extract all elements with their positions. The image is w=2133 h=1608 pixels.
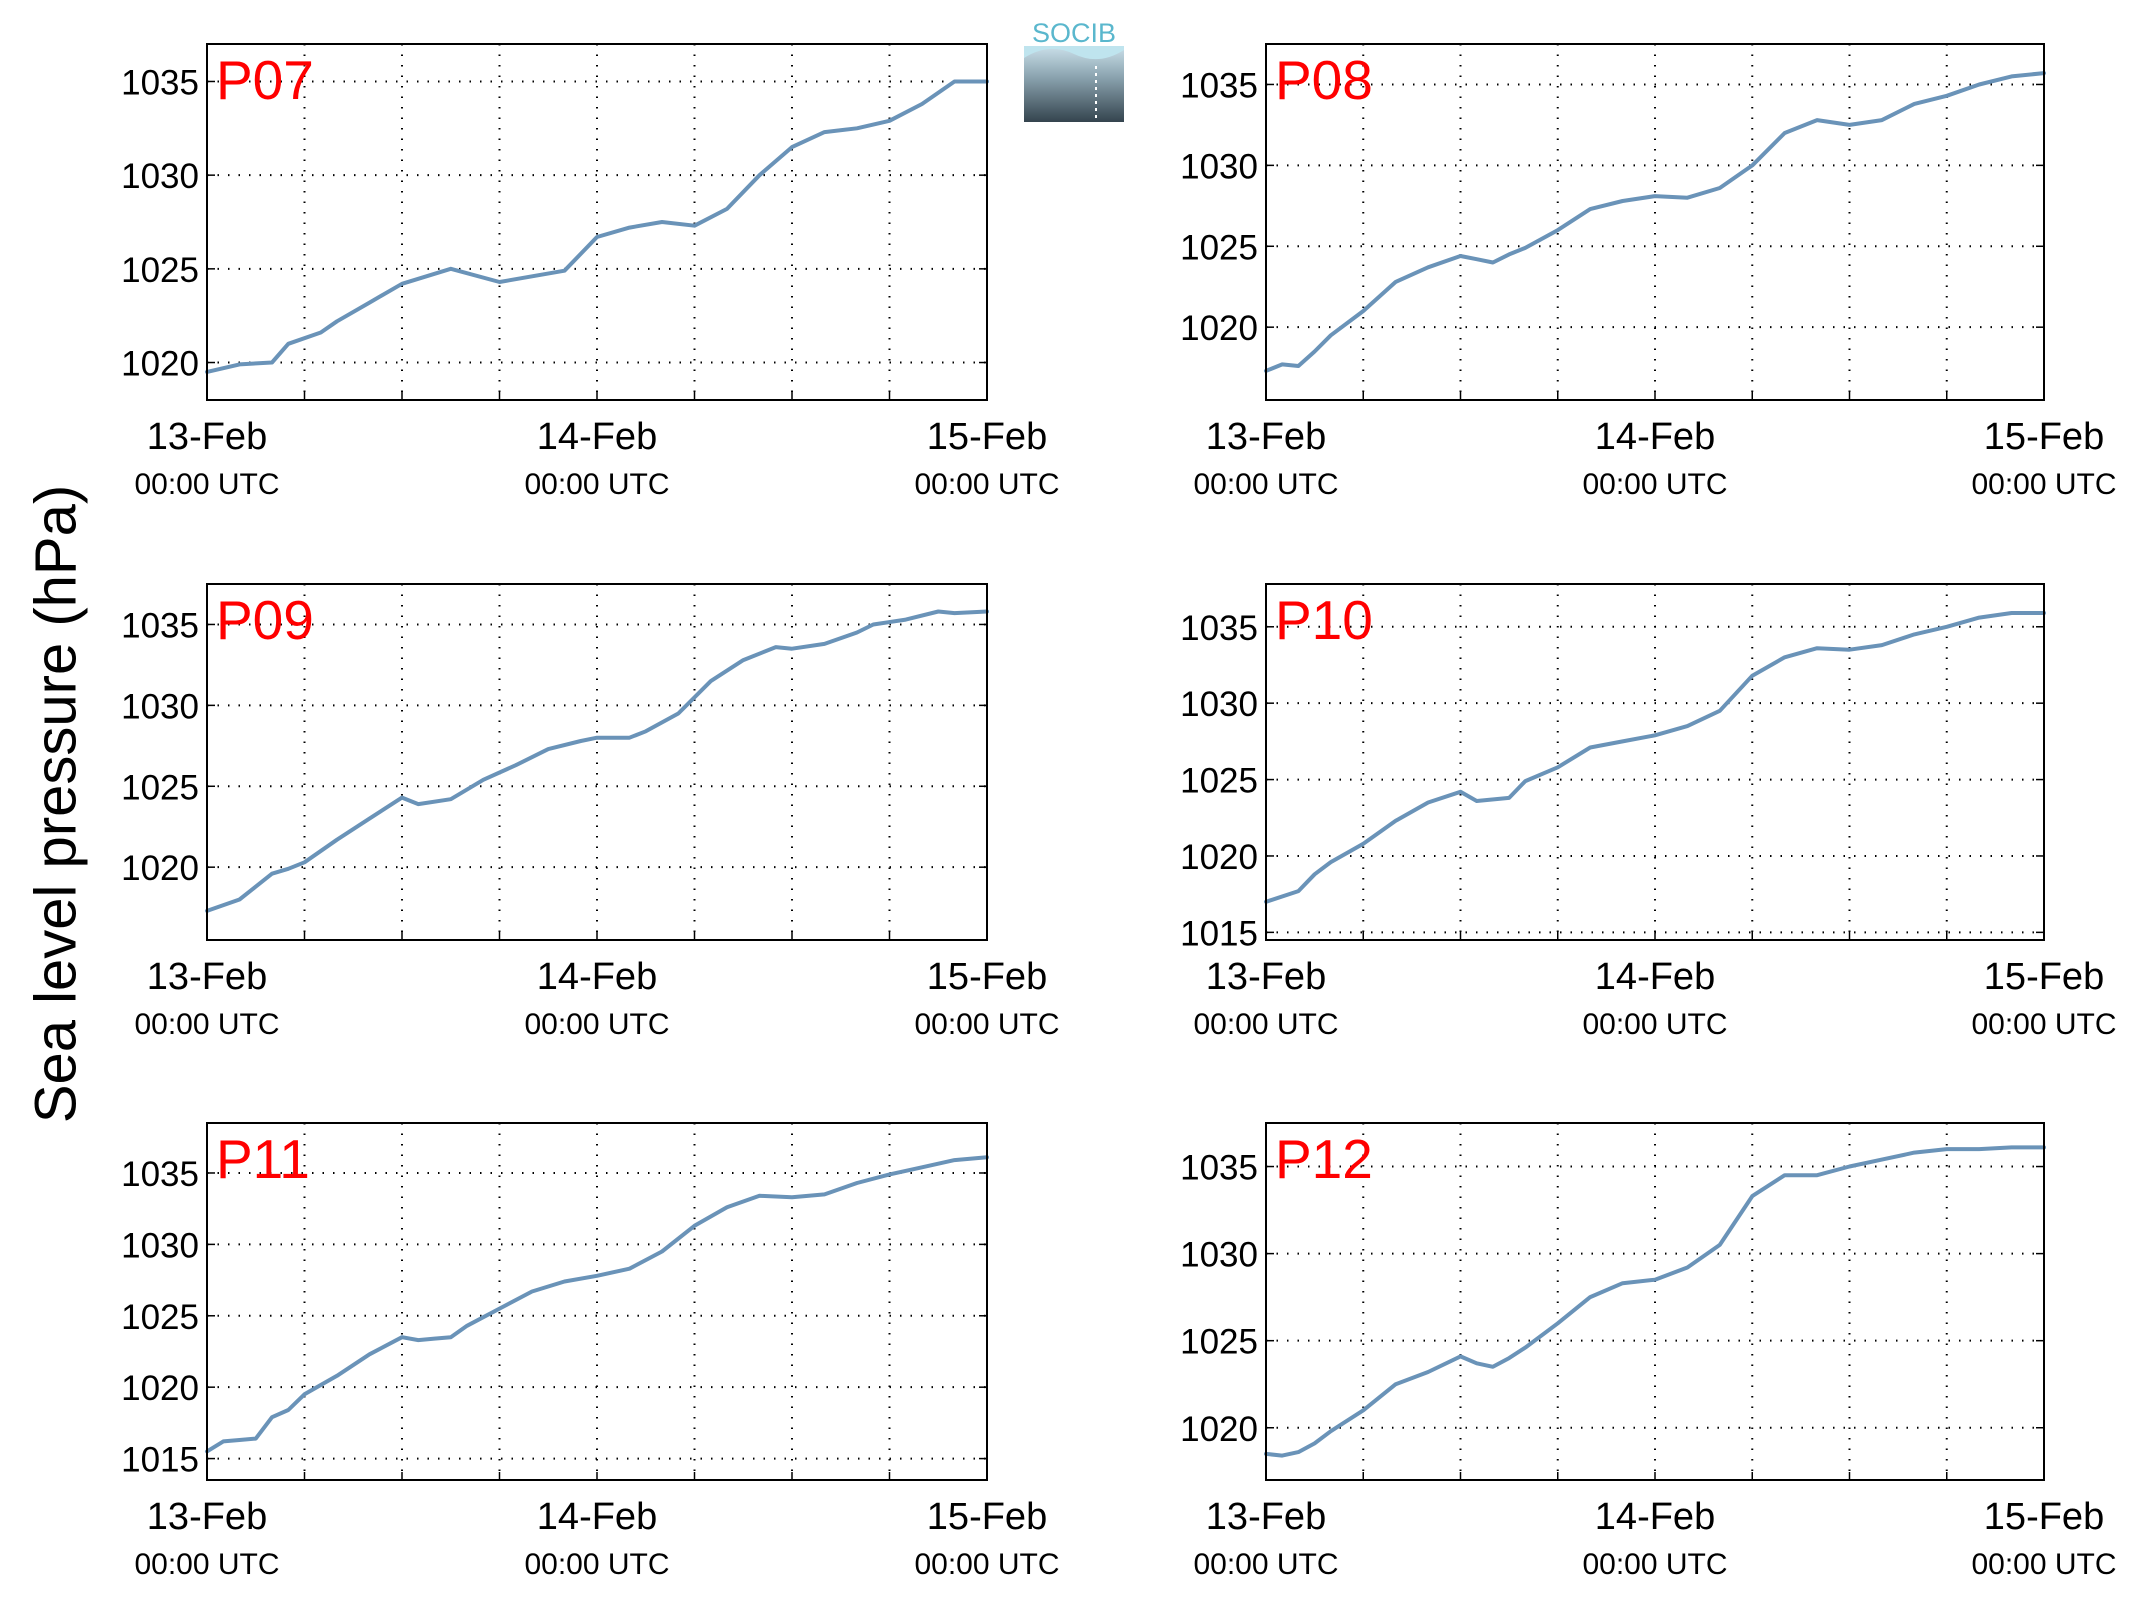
chart4-x-tick-label-time: 00:00 UTC <box>1971 1008 2116 1041</box>
chart5-y-tick-label: 1025 <box>121 1298 199 1337</box>
chart5-y-tick-label: 1035 <box>121 1155 199 1194</box>
chart6-y-tick-label: 1025 <box>1180 1323 1258 1362</box>
chart1-x-tick-label-time: 00:00 UTC <box>914 468 1059 501</box>
chart4-x-tick-label-day: 14-Feb <box>1595 956 1715 998</box>
chart5-x-tick-label-day: 13-Feb <box>147 1496 267 1538</box>
chart1-x-tick-label-day: 14-Feb <box>537 416 657 458</box>
chart2-y-tick-label: 1020 <box>1180 309 1258 348</box>
chart2-axes-frame <box>1265 43 2045 401</box>
chart3-y-tick-label: 1025 <box>121 768 199 807</box>
chart5-series-line <box>205 1155 989 1454</box>
chart2-x-tick-label-day: 15-Feb <box>1984 416 2104 458</box>
logo-text: SOCIB <box>1032 20 1116 48</box>
chart1-panel-label: P07 <box>216 49 314 111</box>
chart5-x-tick-label-time: 00:00 UTC <box>524 1548 669 1581</box>
chart5-axes-frame <box>206 1122 988 1481</box>
chart1-x-tick-label-time: 00:00 UTC <box>134 468 279 501</box>
chart6-y-tick-label: 1030 <box>1180 1236 1258 1275</box>
chart4-y-tick-label: 1015 <box>1180 914 1258 953</box>
chart6-x-tick-label-time: 00:00 UTC <box>1582 1548 1727 1581</box>
chart6-series-line <box>1264 1145 2046 1458</box>
chart3-y-tick-label: 1020 <box>121 849 199 888</box>
chart5-x-tick-label-day: 14-Feb <box>537 1496 657 1538</box>
chart2-panel-label: P08 <box>1275 49 1373 111</box>
chart2-x-tick-label-time: 00:00 UTC <box>1582 468 1727 501</box>
chart4-x-tick-label-time: 00:00 UTC <box>1193 1008 1338 1041</box>
chart3-y-tick-label: 1035 <box>121 606 199 645</box>
chart3-plot-area <box>207 584 987 940</box>
chart2-x-tick-label-day: 14-Feb <box>1595 416 1715 458</box>
chart2-y-tick-label: 1030 <box>1180 147 1258 186</box>
chart4-panel-label: P10 <box>1275 589 1373 651</box>
chart6-x-tick-label-time: 00:00 UTC <box>1971 1548 2116 1581</box>
chart2-y-tick-label: 1035 <box>1180 66 1258 105</box>
chart6-y-tick-label: 1035 <box>1180 1149 1258 1188</box>
chart6-x-tick-label-day: 13-Feb <box>1206 1496 1326 1538</box>
chart3-x-tick-label-day: 14-Feb <box>537 956 657 998</box>
chart5-panel-label: P11 <box>216 1128 310 1190</box>
chart6-axes-frame <box>1265 1122 2045 1481</box>
chart4-y-tick-label: 1035 <box>1180 609 1258 648</box>
chart5-y-tick-label: 1015 <box>121 1441 199 1480</box>
chart1-axes-frame <box>206 43 988 401</box>
chart1-y-tick-label: 1035 <box>121 63 199 102</box>
chart5-x-tick-label-time: 00:00 UTC <box>134 1548 279 1581</box>
chart4-x-tick-label-day: 15-Feb <box>1984 956 2104 998</box>
chart1-plot-area <box>207 44 987 400</box>
chart3-axes-frame <box>206 583 988 941</box>
chart4-x-tick-label-time: 00:00 UTC <box>1582 1008 1727 1041</box>
chart4-x-tick-label-day: 13-Feb <box>1206 956 1326 998</box>
chart3-x-tick-label-time: 00:00 UTC <box>134 1008 279 1041</box>
chart3-y-tick-label: 1030 <box>121 687 199 726</box>
chart6-x-tick-label-day: 15-Feb <box>1984 1496 2104 1538</box>
chart1-y-tick-label: 1025 <box>121 251 199 290</box>
chart1-x-tick-label-time: 00:00 UTC <box>524 468 669 501</box>
chart6-x-tick-label-day: 14-Feb <box>1595 1496 1715 1538</box>
chart4-y-tick-label: 1030 <box>1180 685 1258 724</box>
chart1-y-tick-label: 1020 <box>121 345 199 384</box>
socib-logo-icon: SOCIB <box>1024 20 1124 122</box>
chart3-series-line <box>205 609 989 913</box>
chart4-plot-area <box>1266 584 2044 940</box>
chart3-panel-label: P09 <box>216 589 314 651</box>
chart5-x-tick-label-time: 00:00 UTC <box>914 1548 1059 1581</box>
chart5-y-tick-label: 1020 <box>121 1369 199 1408</box>
chart5-x-tick-label-day: 15-Feb <box>927 1496 1047 1538</box>
chart1-series-line <box>205 79 989 374</box>
chart6-x-tick-label-time: 00:00 UTC <box>1193 1548 1338 1581</box>
chart1-x-tick-label-day: 15-Feb <box>927 416 1047 458</box>
y-axis-label: Sea level pressure (hPa) <box>23 484 89 1124</box>
chart4-y-tick-label: 1020 <box>1180 838 1258 877</box>
chart4-y-tick-label: 1025 <box>1180 762 1258 801</box>
chart6-y-tick-label: 1020 <box>1180 1410 1258 1449</box>
chart3-x-tick-label-day: 13-Feb <box>147 956 267 998</box>
chart3-x-tick-label-day: 15-Feb <box>927 956 1047 998</box>
chart3-x-tick-label-time: 00:00 UTC <box>914 1008 1059 1041</box>
chart3-x-tick-label-time: 00:00 UTC <box>524 1008 669 1041</box>
chart6-panel-label: P12 <box>1275 1128 1373 1190</box>
chart1-y-tick-label: 1030 <box>121 157 199 196</box>
chart2-series-line <box>1264 71 2046 373</box>
chart2-y-tick-label: 1025 <box>1180 228 1258 267</box>
chart2-x-tick-label-time: 00:00 UTC <box>1193 468 1338 501</box>
chart2-x-tick-label-day: 13-Feb <box>1206 416 1326 458</box>
chart4-axes-frame <box>1265 583 2045 941</box>
chart1-x-tick-label-day: 13-Feb <box>147 416 267 458</box>
chart2-x-tick-label-time: 00:00 UTC <box>1971 468 2116 501</box>
chart4-series-line <box>1264 611 2046 904</box>
chart5-y-tick-label: 1030 <box>121 1226 199 1265</box>
